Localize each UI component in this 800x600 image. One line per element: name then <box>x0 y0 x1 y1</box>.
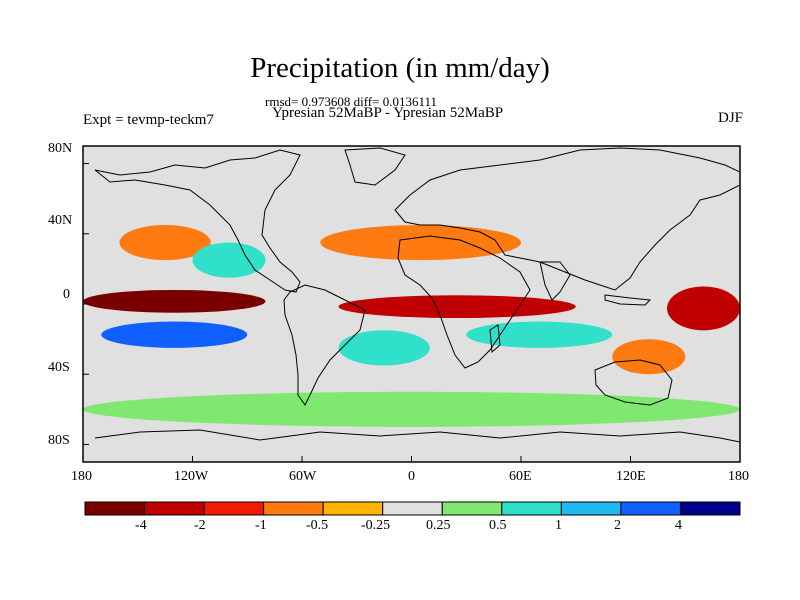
colorbar-box <box>382 501 443 516</box>
colorbar-box <box>679 501 741 516</box>
y-tick-label: 80N <box>48 141 73 156</box>
season-label: DJF <box>717 110 743 126</box>
colorbar-label: 0.25 <box>426 518 451 533</box>
colorbar-label: -0.5 <box>306 518 329 533</box>
colorbar-label: -0.25 <box>361 518 391 533</box>
colorbar-box <box>322 501 384 516</box>
anomaly-region <box>119 225 211 261</box>
x-tick-label: 60E <box>509 469 532 484</box>
colorbar-label: -1 <box>255 518 267 533</box>
anomaly-region <box>83 289 266 313</box>
stats-line: rmsd= 0.973608 diff= 0.0136111 <box>265 94 437 109</box>
x-tick-label: 120W <box>174 469 209 484</box>
anomaly-region <box>101 321 248 348</box>
x-tick-label: 0 <box>408 469 415 484</box>
chart-title: Precipitation (in mm/day) <box>250 52 550 84</box>
colorbar <box>84 501 741 516</box>
y-tick-label: 0 <box>63 287 70 302</box>
anomaly-region <box>338 295 576 319</box>
precip-field <box>83 225 740 427</box>
colorbar-box <box>560 501 622 516</box>
anomaly-region <box>667 286 740 331</box>
colorbar-label: -2 <box>194 518 206 533</box>
subtitle: Ypresian 52MaBP - Ypresian 52MaBP <box>272 105 504 121</box>
coastlines <box>94 147 740 443</box>
colorbar-box <box>84 501 146 516</box>
colorbar-label: -4 <box>135 518 147 533</box>
colorbar-label: 4 <box>675 518 682 533</box>
anomaly-region <box>320 225 521 261</box>
colorbar-label: 2 <box>614 518 621 533</box>
anomaly-region <box>612 339 686 375</box>
colorbar-box <box>144 501 205 516</box>
colorbar-box <box>263 501 324 516</box>
y-tick-label: 80S <box>48 433 70 448</box>
colorbar-label: 1 <box>555 518 562 533</box>
anomaly-region <box>192 242 266 278</box>
colorbar-box <box>203 501 265 516</box>
x-tick-label: 120E <box>616 469 646 484</box>
x-tick-label: 180 <box>71 469 92 484</box>
y-tick-label: 40N <box>48 213 73 228</box>
colorbar-box <box>620 501 681 516</box>
anomaly-region <box>83 391 740 427</box>
x-tick-label: 180 <box>728 469 749 484</box>
anomaly-region <box>466 321 613 348</box>
colorbar-box <box>441 501 503 516</box>
x-tick-label: 60W <box>289 469 317 484</box>
colorbar-label: 0.5 <box>489 518 507 533</box>
colorbar-box <box>501 501 562 516</box>
anomaly-region <box>338 330 430 366</box>
experiment-label: Expt = tevmp-teckm7 <box>83 112 214 128</box>
y-tick-label: 40S <box>48 360 70 375</box>
axis-ticks <box>82 163 741 462</box>
